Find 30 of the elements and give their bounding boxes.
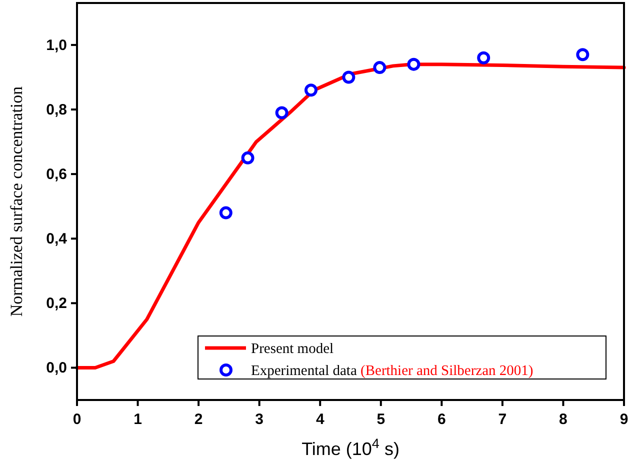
point: [219, 206, 232, 220]
y-tick-label: 0,8: [46, 102, 67, 119]
y-tick-label: 0,0: [46, 360, 67, 377]
annotation: (Berthier and Silberzan 2001): [356, 363, 534, 379]
x-tick-label: 5: [376, 411, 386, 428]
point: [275, 106, 288, 120]
y-tick-label: 0,4: [46, 230, 68, 248]
x-tick-label: 3: [255, 411, 264, 428]
x-tick-label: 7: [498, 411, 507, 428]
point: [304, 84, 318, 97]
point: [342, 70, 356, 84]
x-tick-label: 2: [194, 411, 203, 428]
x-tick-label: 0: [72, 411, 82, 428]
y-tick-label: 1,0: [46, 36, 67, 54]
point: [576, 48, 590, 62]
x-tick-label: 6: [437, 411, 446, 428]
point: [477, 51, 490, 64]
x-tick-label: 9: [620, 411, 628, 428]
y-axis-title: Normalized surface concentration: [7, 86, 26, 317]
point: [407, 58, 420, 71]
point: [373, 61, 386, 74]
y-tick-label: 0,2: [46, 295, 67, 312]
legend-label: Experimental data: [251, 363, 357, 379]
y-tick-label: 0,6: [46, 166, 67, 184]
x-tick-label: 1: [134, 411, 142, 428]
point: [241, 151, 254, 164]
legend-label: Present model: [251, 341, 334, 357]
x-tick-label: 4: [316, 411, 325, 428]
x-tick-label: 8: [559, 411, 568, 428]
x-axis-title: Time (10$^{4}$ s): [302, 436, 400, 459]
